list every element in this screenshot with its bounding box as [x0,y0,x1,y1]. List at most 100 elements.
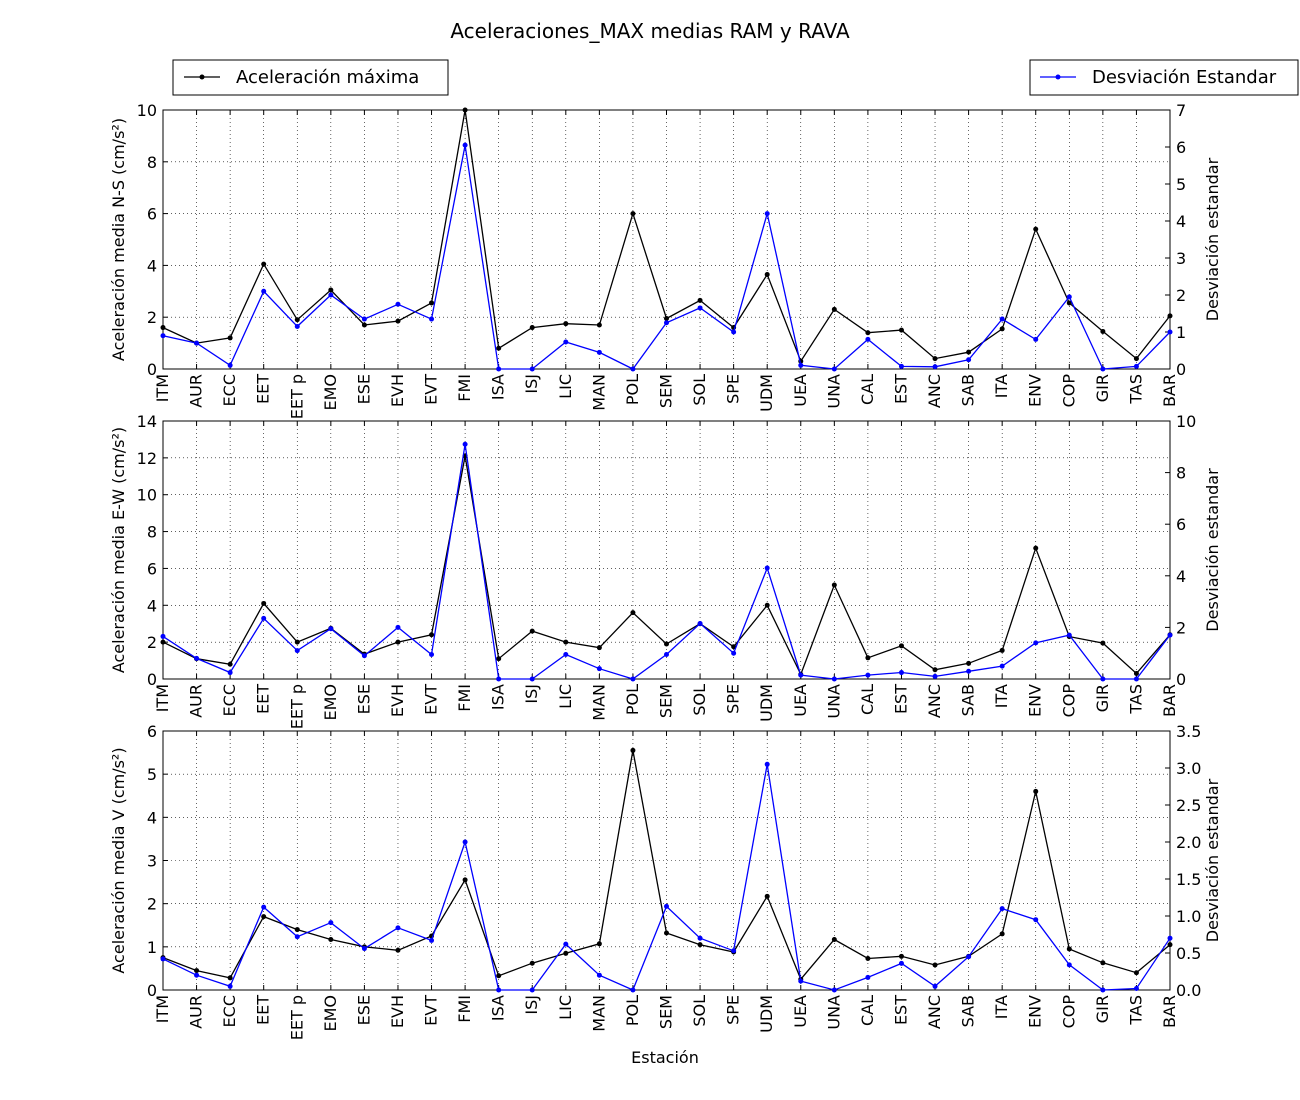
data-point-std-ns [630,366,636,372]
data-point-std-v [731,948,737,954]
x-tick-label-ew: LIC [556,684,575,709]
x-tick-label-ns: CAL [858,374,877,405]
x-tick-label-ew: FMI [455,684,474,712]
data-point-std-ew [194,655,200,661]
x-tick-label-ns: EST [891,374,910,404]
data-point-acc-ns [294,317,300,323]
x-tick-label-v: TAS [1126,995,1145,1026]
x-tick-label-ew: ITM [153,684,172,712]
data-point-std-ew [429,651,435,657]
data-point-acc-ns [395,318,401,324]
x-tick-label-v: ESE [354,995,373,1025]
data-point-std-ew [261,615,267,621]
data-point-std-ew [831,676,837,682]
y2-tick-label-ew: 4 [1176,567,1186,586]
data-point-std-v [865,974,871,980]
x-tick-label-v: POL [623,995,642,1026]
x-tick-label-ew: SAB [959,684,978,716]
data-point-acc-ew [563,639,569,645]
data-point-acc-v [764,893,770,899]
data-point-std-ew [529,676,535,682]
data-point-acc-ns [227,335,233,341]
x-tick-label-v: EET [254,995,273,1025]
x-tick-label-v: FMI [455,995,474,1023]
data-point-acc-ns [596,322,602,328]
x-tick-label-v: EVH [388,995,407,1028]
x-tick-label-ew: EET [254,684,273,714]
data-point-std-v [429,937,435,943]
data-point-std-v [798,978,804,984]
y2-tick-label-ns: 4 [1176,212,1186,231]
data-point-acc-ns [529,325,535,331]
x-tick-label-ns: GIR [1093,374,1112,402]
x-tick-label-ew: POL [623,684,642,715]
data-point-acc-v [898,953,904,959]
data-point-std-ns [160,333,166,339]
x-tick-label-ew: EST [891,684,910,714]
data-point-std-ns [1167,329,1173,335]
data-point-acc-v [630,747,636,753]
data-point-std-v [1033,917,1039,923]
data-point-std-ns [395,301,401,307]
data-point-std-ns [429,316,435,322]
y-tick-label-ew: 2 [147,633,157,652]
x-tick-label-v: EVT [422,995,441,1026]
data-point-std-ns [932,364,938,370]
data-point-std-ew [932,673,938,679]
y2-tick-label-v: 3.0 [1176,759,1201,778]
y2-tick-label-ns: 5 [1176,175,1186,194]
x-tick-label-v: ITA [992,995,1011,1019]
x-tick-label-v: SOL [690,995,709,1027]
data-point-std-ns [831,366,837,372]
x-tick-label-ns: LIC [556,374,575,399]
y2-tick-label-v: 0.0 [1176,981,1201,1000]
x-tick-label-ew: SEM [657,684,676,718]
data-point-std-ns [328,292,334,298]
x-tick-label-ew: UEA [791,684,810,717]
data-point-std-ew [1133,676,1139,682]
x-tick-label-ns: TAS [1126,374,1145,405]
x-tick-label-ew: EVT [422,684,441,715]
x-tick-label-v: GIR [1093,995,1112,1023]
data-point-std-ns [529,366,535,372]
data-point-acc-ew [966,660,972,666]
data-point-acc-ns [1133,356,1139,362]
data-point-acc-v [261,914,267,920]
x-tick-label-ns: UEA [791,374,810,407]
data-point-std-ns [261,288,267,294]
data-point-std-v [328,920,334,926]
data-point-std-ew [328,626,334,632]
y2-axis-title-v: Desviación estandar [1203,778,1222,942]
data-point-acc-ew [1100,640,1106,646]
data-point-std-v [1167,935,1173,941]
x-tick-label-ew: COP [1059,684,1078,718]
x-tick-label-ew: SPE [724,684,743,714]
y2-tick-label-ns: 1 [1176,323,1186,342]
data-point-std-ns [1033,336,1039,342]
data-point-acc-ns [563,321,569,327]
x-tick-label-v: COP [1059,995,1078,1029]
data-point-std-v [898,960,904,966]
data-point-acc-v [664,930,669,936]
y2-axis-title-ns: Desviación estandar [1203,157,1222,321]
x-tick-label-ns: ESE [354,374,373,404]
data-point-std-v [596,972,602,978]
y-tick-label-v: 3 [147,852,157,871]
data-point-acc-v [1033,788,1039,794]
data-point-std-ew [227,670,233,676]
x-tick-label-v: ISJ [522,995,541,1015]
x-tick-label-ew: ESE [354,684,373,714]
x-tick-label-ns: EMO [321,374,340,411]
x-tick-label-ew: ECC [220,684,239,716]
data-point-acc-v [831,936,837,942]
data-point-std-ew [160,633,166,639]
x-tick-label-v: EST [891,995,910,1025]
data-point-acc-ns [1033,226,1039,232]
data-point-acc-ew [395,639,401,645]
data-point-acc-ew [227,661,233,667]
x-tick-label-ns: ISA [489,374,508,400]
data-point-std-ew [1167,632,1173,638]
y-tick-label-ew: 10 [137,486,157,505]
data-point-std-v [1066,962,1072,968]
